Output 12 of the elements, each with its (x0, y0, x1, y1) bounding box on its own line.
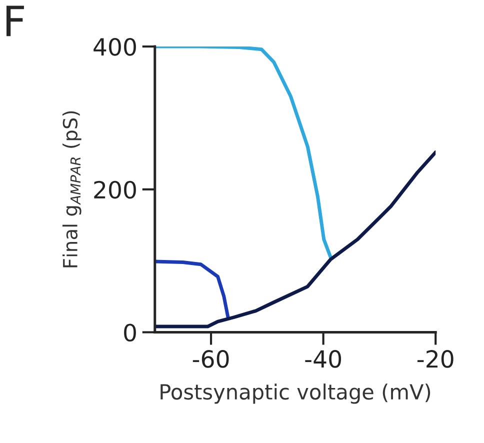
y-tick-label: 400 (94, 38, 136, 56)
y-axis-title: Final g$_{AMPAR}$ (pS) (62, 111, 82, 268)
y-tick-label: 200 (94, 180, 136, 199)
line-series (154, 150, 436, 328)
x-tick-label: -40 (305, 350, 342, 368)
x-axis-title: Postsynaptic voltage (mV) (160, 384, 430, 404)
x-tick-label: -60 (192, 350, 229, 368)
text: F (6, 6, 24, 36)
line-series (154, 260, 230, 318)
x-tick-label: -20 (417, 350, 454, 368)
y-tick-label: 0 (124, 324, 136, 342)
line-series (154, 46, 332, 259)
